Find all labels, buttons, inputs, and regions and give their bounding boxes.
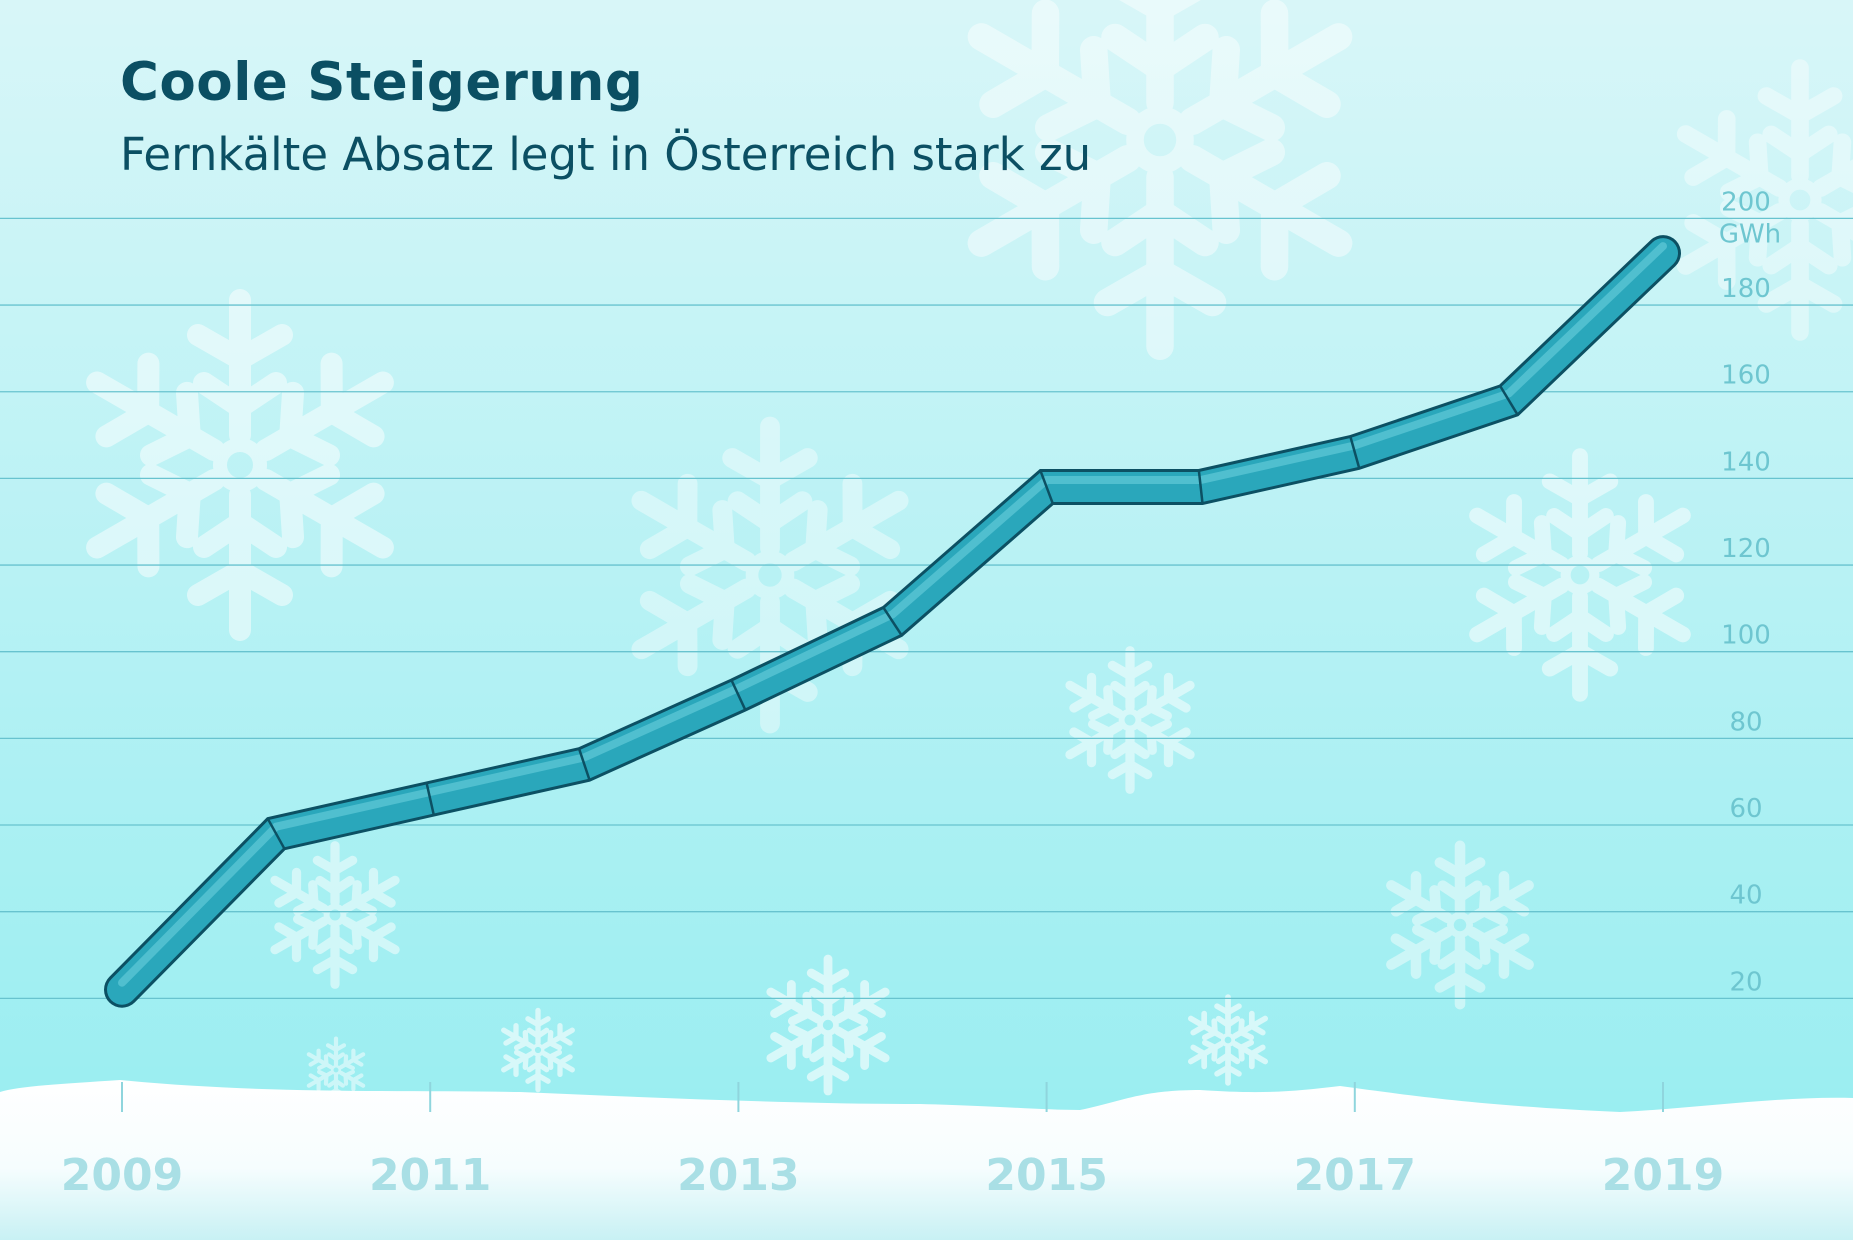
y-tick-label: 200 [1721, 187, 1771, 217]
x-tick-label: 2009 [61, 1150, 183, 1201]
series-line-highlight [118, 242, 1667, 987]
x-tick-label: 2017 [1294, 1150, 1416, 1201]
series-joint [266, 818, 286, 850]
series-joint [425, 782, 436, 816]
y-tick-label: 180 [1721, 274, 1771, 304]
snow-ground [0, 1080, 1853, 1240]
x-tick-label: 2011 [369, 1150, 491, 1201]
x-tick-label: 2015 [985, 1150, 1107, 1201]
y-axis-unit-label: GWh [1719, 219, 1781, 249]
y-tick-label: 120 [1721, 534, 1771, 564]
y-axis-tick-labels: 20 40 60 80 100 120 140 160 180 200 [1721, 187, 1771, 997]
series-joint [730, 679, 747, 711]
data-series-line [104, 235, 1681, 1008]
x-tick-label: 2013 [677, 1150, 799, 1201]
y-tick-label: 40 [1729, 881, 1762, 911]
x-axis-tick-labels: 2009 2011 2013 2015 2017 2019 [61, 1082, 1724, 1201]
series-joint [1197, 470, 1204, 505]
series-joint [577, 747, 591, 781]
x-tick-label: 2019 [1602, 1150, 1724, 1201]
y-tick-label: 20 [1729, 967, 1762, 997]
y-tick-label: 60 [1729, 794, 1762, 824]
series-joint [1039, 470, 1054, 504]
y-tick-label: 80 [1729, 707, 1762, 737]
y-tick-label: 160 [1721, 361, 1771, 391]
chart-title: Coole Steigerung [120, 52, 644, 113]
series-joint [1499, 385, 1519, 416]
series-joint [1349, 435, 1361, 470]
chart-subtitle: Fernkälte Absatz legt in Österreich star… [120, 128, 1092, 181]
series-joint [882, 606, 903, 637]
y-tick-label: 140 [1721, 447, 1771, 477]
y-tick-label: 100 [1721, 621, 1771, 651]
